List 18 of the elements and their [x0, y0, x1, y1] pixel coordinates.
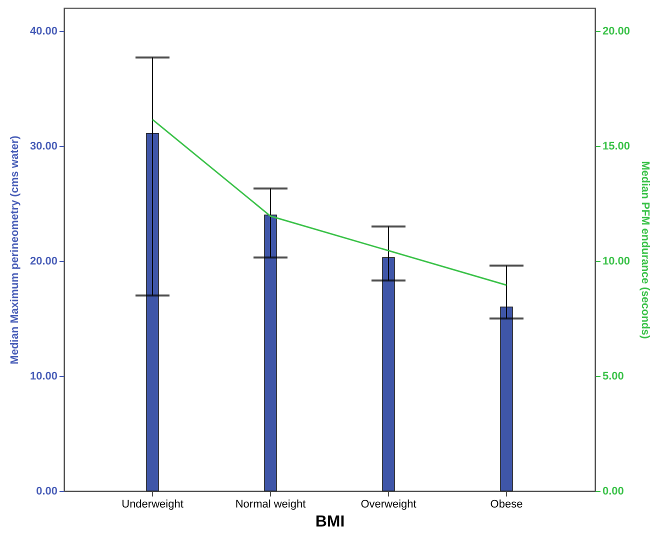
x-tick-label: Normal weight: [235, 498, 306, 510]
y2-tick-label: 5.00: [602, 370, 624, 382]
y-tick-label: 30.00: [30, 140, 58, 152]
x-axis-title: BMI: [315, 514, 345, 530]
y2-tick-label: 0.00: [602, 486, 624, 498]
x-tick-label: Obese: [490, 498, 523, 510]
x-tick-label: Underweight: [122, 498, 184, 510]
y2-tick-label: 15.00: [602, 140, 630, 152]
y2-axis-title: Median PFM endurance (seconds): [639, 161, 652, 340]
y-axis-title: Median Maximum perineometry (cms water): [8, 135, 21, 364]
y-tick-label: 0.00: [36, 486, 58, 498]
line-series: [152, 118, 508, 286]
y2-tick-label: 20.00: [602, 26, 630, 38]
y-tick-label: 20.00: [30, 256, 58, 268]
y-tick-label: 10.00: [30, 370, 58, 382]
y-tick-label: 40.00: [30, 26, 58, 38]
y2-tick-label: 10.00: [602, 256, 630, 268]
x-tick-label: Overweight: [360, 498, 416, 510]
